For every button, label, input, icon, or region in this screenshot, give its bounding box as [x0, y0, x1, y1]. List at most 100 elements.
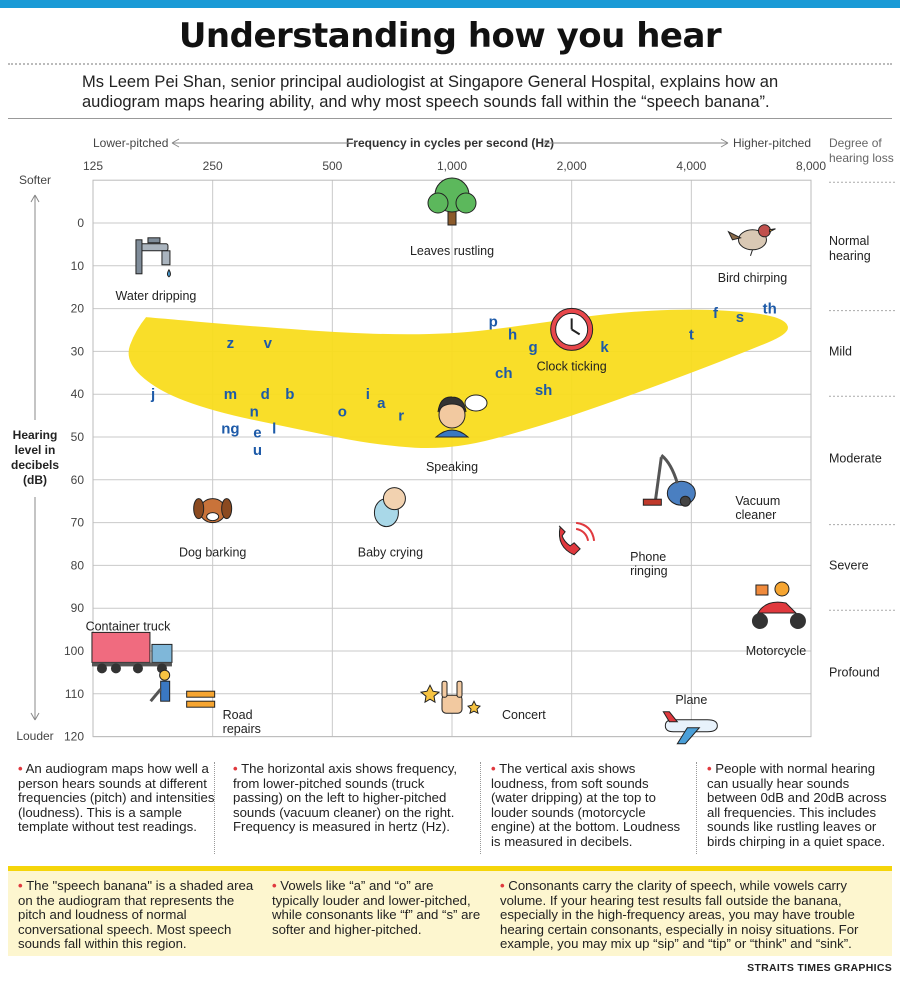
- y-tick-label-90: 90: [71, 601, 85, 615]
- phone-handset: [558, 525, 581, 556]
- barrier-top: [186, 690, 216, 698]
- y-tick-label-0: 0: [77, 216, 84, 230]
- audiogram-chart: 0 10 20 30 40 50 60 70 80 90 100 110 120 125 250 500 1,0…: [11, 136, 896, 745]
- sound-label-4-line-0: Speaking: [426, 460, 478, 474]
- highlight-note-1: • The "speech banana" is a shaded area o…: [18, 878, 254, 952]
- tap-icon: [135, 237, 171, 278]
- note-4: • People with normal hearing can usually…: [696, 761, 892, 854]
- y-arrow-up-head: [30, 194, 40, 203]
- sound-label-1-line-0: Water dripping: [116, 289, 197, 303]
- degree-label-3-line-0: Severe: [829, 558, 869, 572]
- y-axis-title-line-2: decibels: [11, 458, 59, 472]
- truck-wheel-1: [110, 663, 121, 674]
- y-tick-label-50: 50: [71, 430, 85, 444]
- speech-sound-8: e: [253, 425, 261, 442]
- hand-index: [441, 680, 448, 698]
- note-1: • An audiogram maps how well a person he…: [18, 761, 215, 835]
- x-arrow-left-head: [171, 138, 180, 148]
- bird-beak: [768, 228, 776, 233]
- degree-label-0-line-0: Normal: [829, 234, 869, 248]
- degree-header-line-0: Degree of: [829, 136, 882, 150]
- sound-label-5-line-0: Dog barking: [179, 546, 246, 560]
- x-tick-label-2000: 2,000: [557, 159, 587, 173]
- speech-sound-0: z: [227, 335, 235, 352]
- x-tick-label-1000: 1,000: [437, 159, 467, 173]
- vacuum-hose: [660, 454, 679, 484]
- sound-label-0-line-0: Leaves rustling: [410, 244, 494, 258]
- moto-wheel-back: [751, 613, 768, 629]
- bird-head: [757, 224, 771, 238]
- credit: STRAITS TIMES GRAPHICS: [747, 962, 892, 974]
- x-arrow-right-head: [720, 138, 729, 148]
- speech-sound-24: th: [763, 301, 777, 318]
- dog-muzzle: [206, 512, 220, 522]
- bird-icon: [727, 224, 776, 256]
- truck-container: [91, 631, 151, 663]
- speech-sound-13: a: [377, 395, 386, 412]
- y-axis-title-line-1: level in: [15, 443, 56, 457]
- speech-banana: [128, 309, 788, 449]
- speech-sound-3: m: [224, 386, 237, 403]
- speech-banana-notes: • The "speech banana" is a shaded area o…: [8, 866, 892, 956]
- sound-label-8-line-1: ringing: [630, 564, 668, 578]
- degree-label-1-line-0: Mild: [829, 344, 852, 358]
- x-axis-title: Frequency in cycles per second (Hz): [346, 136, 554, 150]
- y-tick-label-60: 60: [71, 473, 85, 487]
- dog-ear-left: [193, 498, 205, 520]
- y-tick-label-30: 30: [71, 344, 85, 358]
- sound-label-3-line-0: Clock ticking: [537, 359, 607, 373]
- dog-ear-right: [221, 498, 233, 520]
- x-tick-label-125: 125: [83, 159, 103, 173]
- y-tick-label-70: 70: [71, 516, 85, 530]
- speaking-person-icon: [434, 394, 488, 438]
- worker-helmet: [159, 669, 171, 681]
- delivery-box: [755, 584, 769, 596]
- motorcycle-icon: [751, 581, 806, 629]
- plane-tail: [662, 711, 679, 723]
- notes-row: • An audiogram maps how well a person he…: [8, 761, 892, 858]
- tree-crown-left: [427, 192, 449, 214]
- title-divider: [8, 63, 892, 65]
- speech-sound-20: k: [600, 339, 609, 356]
- speech-sound-21: t: [689, 326, 694, 343]
- speech-sound-18: ch: [495, 365, 513, 382]
- speech-sound-1: v: [264, 335, 273, 352]
- bird-leg: [750, 249, 753, 256]
- vacuum-head: [642, 498, 662, 506]
- vacuum-wand: [653, 456, 663, 502]
- speech-sound-5: b: [285, 386, 294, 403]
- sound-label-7-line-0: Vacuum: [735, 494, 780, 508]
- y-tick-label-80: 80: [71, 558, 85, 572]
- note-4-text: People with normal hearing can usually h…: [707, 761, 887, 849]
- vacuum-wheel: [679, 495, 691, 507]
- truck-icon: [91, 631, 173, 674]
- truck-cab: [151, 643, 173, 663]
- y-axis-top-label: Softer: [19, 173, 51, 187]
- plane-wing: [676, 727, 701, 745]
- x-tick-label-8000: 8,000: [796, 159, 826, 173]
- speech-sound-19: sh: [535, 382, 553, 399]
- plane-icon: [662, 711, 718, 745]
- sound-label-8-line-0: Phone: [630, 550, 666, 564]
- barrier-bottom: [186, 700, 216, 708]
- note-2: • The horizontal axis shows frequency, f…: [214, 761, 470, 854]
- x-tick-label-500: 500: [322, 159, 342, 173]
- jackhammer: [149, 688, 162, 703]
- highlight-note-2: • Vowels like “a” and “o” are typically …: [272, 878, 481, 937]
- clock-icon: [550, 307, 594, 351]
- x-axis-low-label: Lower-pitched: [93, 136, 168, 150]
- speech-sound-6: n: [250, 403, 259, 420]
- chart-grid: [92, 180, 812, 738]
- baby-head: [382, 487, 406, 511]
- worker-body: [160, 680, 171, 702]
- sound-label-12-line-0: Concert: [502, 708, 546, 722]
- phone-icon: [558, 521, 596, 556]
- y-tick-label-10: 10: [71, 259, 85, 273]
- speech-sound-7: ng: [221, 420, 239, 437]
- speech-sound-11: o: [338, 403, 347, 420]
- speech-sound-4: d: [261, 386, 270, 403]
- y-tick-label-100: 100: [64, 644, 84, 658]
- sound-label-2-line-0: Bird chirping: [718, 271, 788, 285]
- phone-ring-waves: [575, 521, 596, 542]
- truck-wheel-2: [132, 663, 143, 674]
